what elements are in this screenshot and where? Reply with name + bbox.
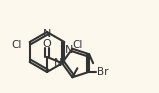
Text: Cl: Cl — [11, 40, 22, 50]
Text: N: N — [54, 58, 62, 68]
Text: N: N — [65, 45, 73, 55]
Text: N: N — [43, 28, 51, 39]
Text: Cl: Cl — [72, 40, 83, 50]
Text: Br: Br — [97, 67, 109, 77]
Text: O: O — [43, 39, 51, 49]
